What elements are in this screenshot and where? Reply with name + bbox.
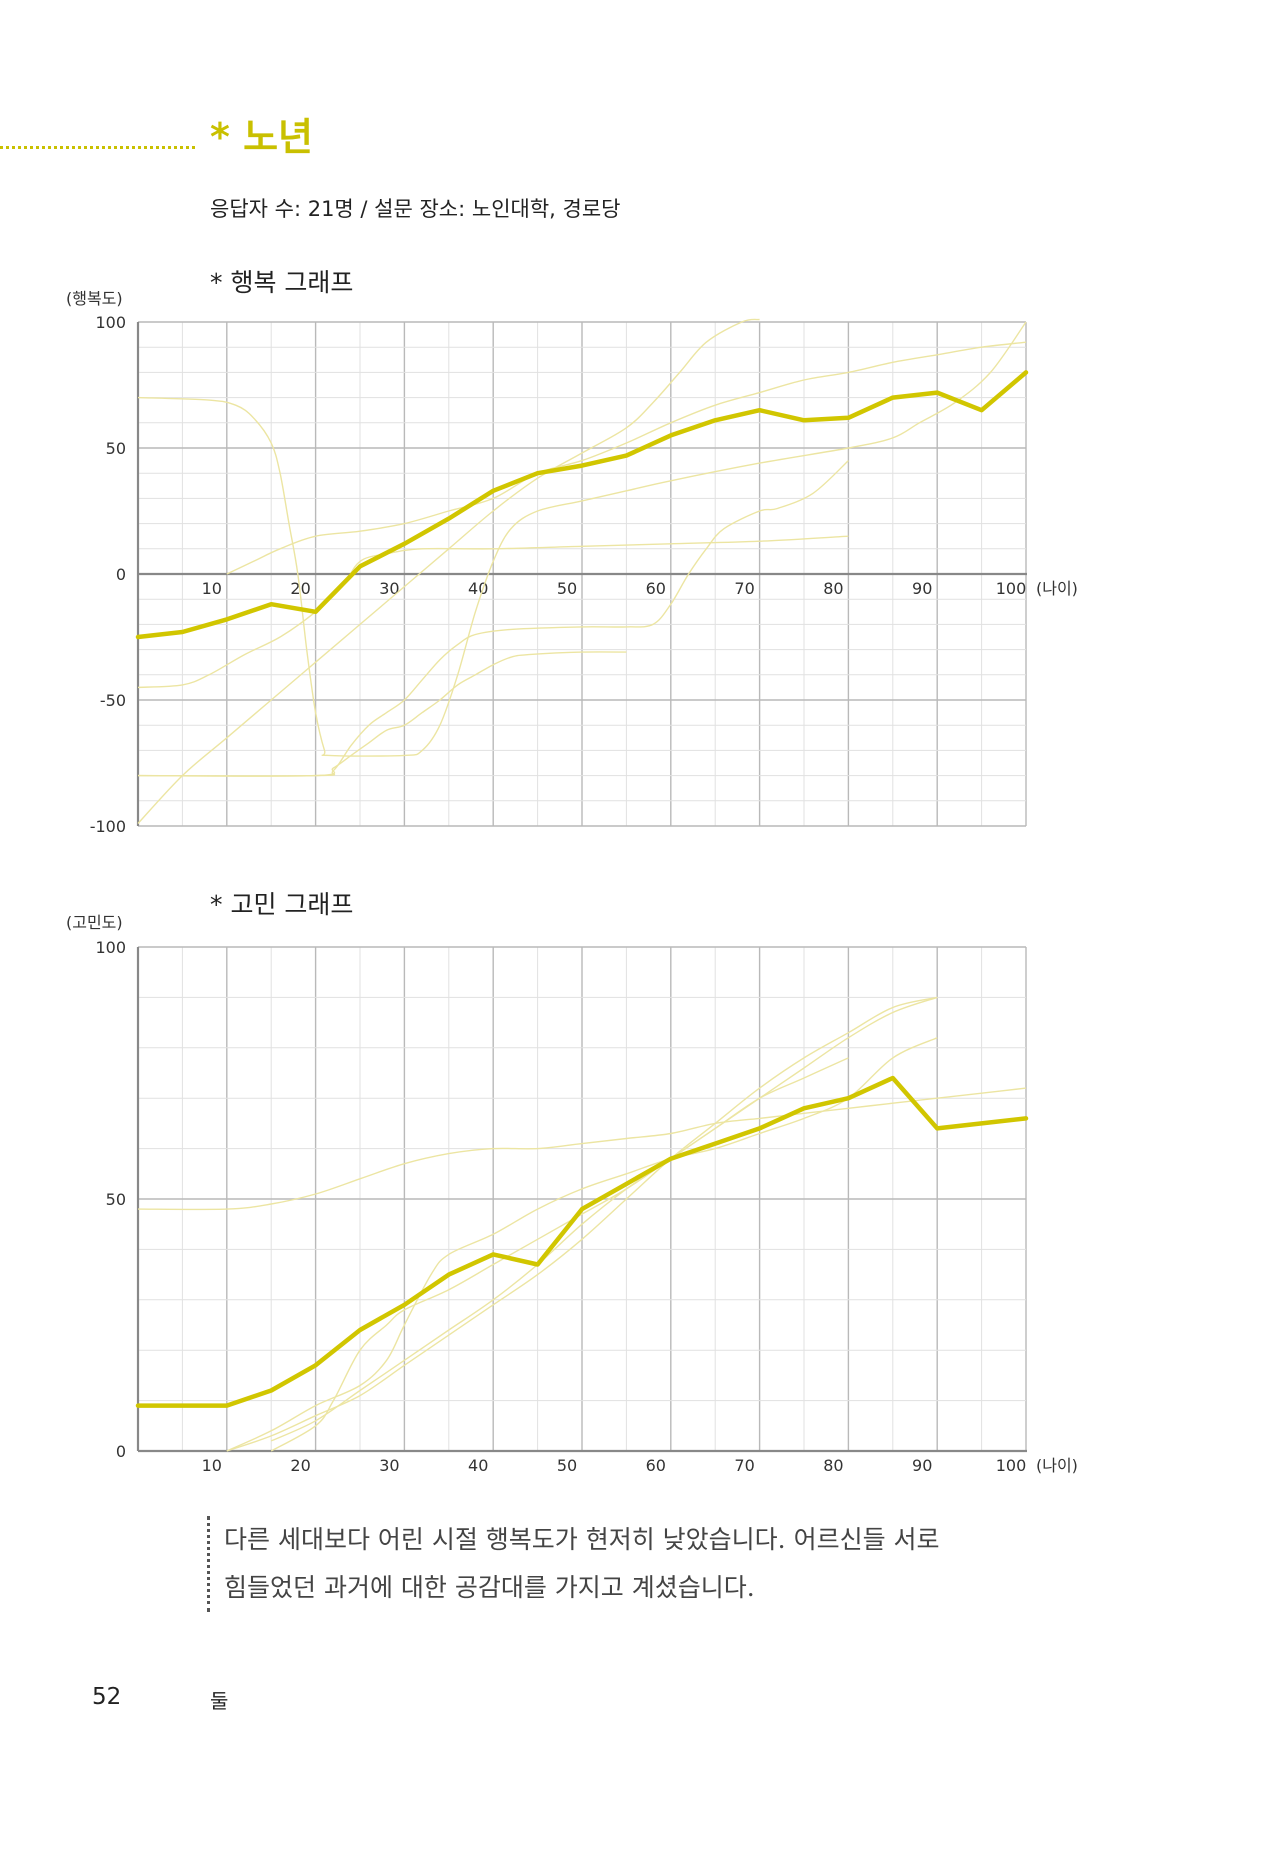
worry-x-tick-label: 60 [646,1456,666,1475]
happiness-y-tick-label: 50 [106,439,126,458]
worry-y-tick-label: 50 [106,1190,126,1209]
worry-x-tick-label: 10 [202,1456,222,1475]
worry-y-tick-label: 100 [95,938,126,957]
section-subtitle: 응답자 수: 21명 / 설문 장소: 노인대학, 경로당 [210,197,621,221]
happiness-average-line [135,370,1029,640]
section-title: * 노년 [210,115,314,159]
worry-response-line [270,996,938,1452]
worry-response-line [226,996,938,1452]
worry-x-tick-label: 100 [996,1456,1027,1475]
commentary-note: 다른 세대보다 어린 시절 행복도가 현저히 낮았습니다. 어르신들 서로 힘들… [207,1516,1124,1612]
worry-x-tick-label: 70 [734,1456,754,1475]
happiness-chart-ylabel: (행복도) [66,289,123,308]
happiness-y-tick-label: -100 [90,817,126,836]
happiness-chart-title: * 행복 그래프 [210,268,354,297]
worry-y-tick-label: 0 [116,1442,126,1461]
worry-x-tick-label: 90 [912,1456,932,1475]
happiness-response-line [137,321,1027,757]
worry-x-tick-label: 80 [823,1456,843,1475]
happiness-y-tick-label: 0 [116,565,126,584]
happiness-response-line [226,341,1027,575]
worry-chart-ylabel: (고민도) [66,913,123,932]
happiness-x-tick-label: 20 [290,579,310,598]
happiness-x-tick-label: 90 [912,579,932,598]
happiness-chart: 100 50 0 -50 -100 10 20 30 40 50 60 70 80 90 100 (나이) [90,313,1078,836]
page-number: 52 [92,1684,122,1710]
worry-x-tick-label: 30 [379,1456,399,1475]
worry-chart: 100 50 0 10 20 30 40 50 60 70 80 90 100 (나이) [95,938,1078,1475]
worry-x-tick-label: 40 [468,1456,488,1475]
happiness-x-tick-label: 50 [557,579,577,598]
happiness-x-tick-label: 60 [646,579,666,598]
worry-response-line [137,1087,1027,1211]
worry-chart-title: * 고민 그래프 [210,890,354,919]
happiness-response-line [137,535,849,689]
worry-response-line [270,1057,849,1442]
worry-average-line [135,1075,1029,1408]
happiness-x-tick-label: 100 [996,579,1027,598]
header-dotted-rule [0,146,195,149]
happiness-x-tick-label: 40 [468,579,488,598]
worry-x-tick-label: 50 [557,1456,577,1475]
happiness-response-line [137,460,849,777]
happiness-x-tick-label: 30 [379,579,399,598]
happiness-response-line [137,651,627,777]
happiness-x-tick-label: 70 [734,579,754,598]
happiness-y-tick-label: 100 [95,313,126,332]
worry-x-axis-label: (나이) [1036,1456,1078,1475]
happiness-x-tick-label: 80 [823,579,843,598]
happiness-x-tick-label: 10 [202,579,222,598]
happiness-y-tick-label: -50 [100,691,126,710]
worry-response-line [226,1037,938,1452]
page-section-label: 둘 [210,1689,229,1713]
happiness-x-axis-label: (나이) [1036,579,1078,598]
happiness-response-line [137,318,760,824]
commentary-line: 다른 세대보다 어린 시절 행복도가 현저히 낮았습니다. 어르신들 서로 [224,1525,940,1554]
worry-x-tick-label: 20 [290,1456,310,1475]
commentary-line: 힘들었던 과거에 대한 공감대를 가지고 계셨습니다. [224,1573,755,1602]
